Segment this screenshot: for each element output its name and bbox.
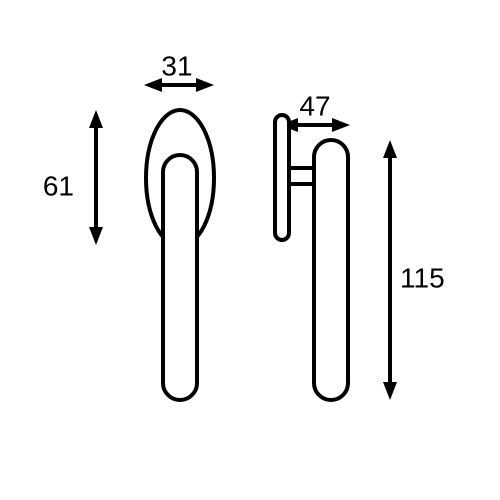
side-plate bbox=[275, 115, 289, 240]
dimension-label-d47: 47 bbox=[299, 90, 330, 121]
arrow-head bbox=[196, 78, 214, 92]
side-view bbox=[275, 115, 348, 400]
arrow-head bbox=[144, 78, 162, 92]
dimension-label-d61: 61 bbox=[43, 170, 74, 201]
front-view bbox=[146, 110, 214, 400]
arrow-head bbox=[332, 118, 350, 132]
arrow-head bbox=[89, 227, 103, 245]
arrow-head bbox=[383, 382, 397, 400]
arrow-head bbox=[89, 110, 103, 128]
arrow-head bbox=[383, 140, 397, 158]
front-lever bbox=[163, 155, 197, 400]
side-lever bbox=[314, 140, 348, 400]
dimension-label-d115: 115 bbox=[400, 262, 445, 293]
dimension-label-d31: 31 bbox=[161, 50, 192, 81]
